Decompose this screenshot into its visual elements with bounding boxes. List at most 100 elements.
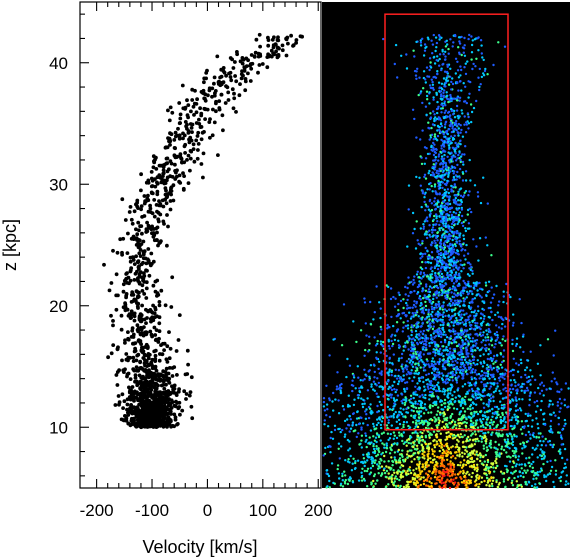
density-point [337,399,340,402]
density-point [496,385,499,388]
scatter-point [233,60,237,64]
density-point [446,63,449,66]
density-point [416,419,420,423]
density-point [458,167,462,171]
density-point [438,438,441,442]
density-point [470,353,473,356]
scatter-point [145,220,150,225]
density-point [495,331,499,334]
scatter-point [135,353,140,358]
density-point [440,68,443,72]
density-point [533,486,536,489]
density-point [536,422,539,426]
scatter-point [128,397,133,402]
density-point [423,294,426,297]
density-point [453,332,456,336]
scatter-point [162,341,167,346]
scatter-point [150,315,155,320]
density-point [372,435,375,438]
density-point [515,480,518,483]
density-point [349,418,352,421]
density-point [427,411,430,414]
density-point [484,343,487,347]
density-point [459,464,462,467]
scatter-point [169,406,174,410]
density-point [482,406,486,409]
density-point [372,425,376,428]
density-point [336,371,339,374]
density-point [487,348,491,351]
density-point [428,229,431,232]
density-point [371,464,375,468]
density-point [348,424,351,427]
scatter-point [238,82,242,86]
density-point [483,460,486,463]
density-point [511,454,515,458]
density-point [464,356,467,359]
density-point [524,412,527,416]
density-point [451,412,454,416]
density-point [551,431,554,434]
scatter-point [168,199,173,203]
density-point [491,357,495,360]
scatter-point [145,398,149,403]
density-point [471,292,474,296]
density-point [393,402,396,405]
density-point [422,353,425,356]
scatter-point [161,424,166,429]
density-point [342,408,346,411]
density-point [385,284,388,287]
density-point [404,366,407,369]
density-point [385,354,388,358]
density-point [325,414,328,417]
density-point [479,317,483,320]
density-point [436,70,439,73]
density-point [395,321,399,324]
scatter-point [235,52,240,57]
density-point [411,402,415,405]
density-point [454,457,457,460]
density-point [446,304,450,307]
density-point [444,314,447,318]
scatter-point [141,333,146,338]
density-point [457,351,460,354]
left-plot-area [80,2,321,488]
density-point [361,405,365,409]
density-point [471,272,474,275]
density-point [513,378,516,382]
scatter-point [158,392,163,397]
scatter-point [102,262,106,267]
density-point [464,227,467,230]
density-point [564,483,567,486]
density-point [323,419,326,422]
density-point [479,39,483,42]
density-point [440,482,443,485]
density-point [433,113,436,116]
scatter-point [270,37,275,42]
density-point [467,343,470,346]
density-point [416,270,419,273]
density-point [352,430,355,433]
density-point [397,291,400,294]
density-point [369,429,373,432]
density-point [426,385,429,389]
scatter-point [225,85,230,90]
density-point [557,416,560,420]
scatter-point [188,122,193,126]
scatter-point [289,33,293,38]
density-point [476,305,480,308]
y-tick-label: 30 [49,175,68,194]
density-point [390,335,393,338]
density-point [478,88,481,92]
density-point [443,178,446,181]
scatter-point [152,214,157,219]
scatter-point [159,383,164,388]
density-point [382,37,385,41]
scatter-point [144,380,148,385]
scatter-point [132,311,137,316]
density-point [517,455,520,458]
density-point [468,92,471,96]
density-point [398,345,402,348]
density-point [439,340,443,344]
density-point [468,473,471,476]
